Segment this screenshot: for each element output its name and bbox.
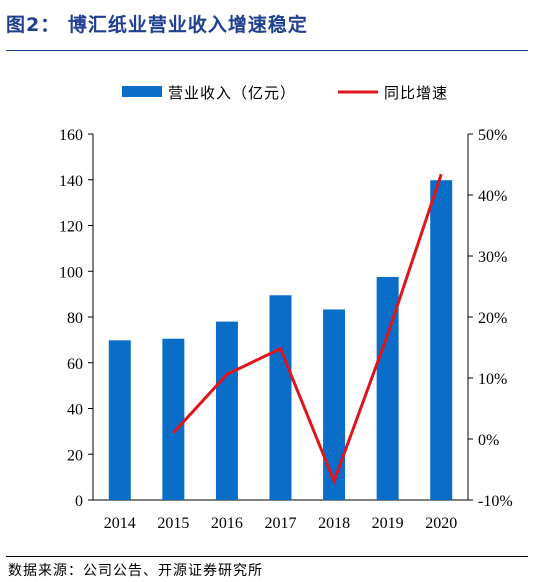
growth-line — [172, 173, 443, 486]
x-tick-label: 2014 — [104, 515, 136, 532]
footer-rule — [6, 556, 528, 557]
x-tick-label: 2016 — [211, 515, 243, 532]
x-tick-label: 2018 — [318, 515, 350, 532]
revenue-bar — [269, 295, 292, 500]
left-tick-label: 40 — [67, 402, 83, 419]
revenue-bar — [108, 340, 131, 500]
left-tick-label: 160 — [59, 127, 83, 144]
revenue-bar — [215, 321, 238, 500]
right-tick-label: -10% — [478, 493, 513, 510]
legend-line-label: 同比增速 — [384, 84, 448, 102]
legend-bar-label: 营业收入（亿元） — [168, 84, 296, 102]
left-tick-label: 20 — [67, 447, 83, 464]
left-tick-label: 140 — [59, 173, 83, 190]
left-tick-label: 80 — [67, 310, 83, 327]
left-tick-label: 0 — [75, 493, 83, 510]
legend: 营业收入（亿元） 同比增速 — [122, 84, 448, 102]
tick-labels: 0 20 40 60 80 100 120 140 160 -10% 0% 10% 20% 30% 40% 5… — [59, 127, 513, 532]
source-note: 数据来源：公司公告、开源证券研究所 — [8, 563, 263, 579]
figure-title: 图2： 博汇纸业营业收入增速稳定 — [6, 14, 308, 36]
right-tick-label: 50% — [478, 127, 507, 144]
left-tick-label: 60 — [67, 356, 83, 373]
left-tick-label: 120 — [59, 219, 83, 236]
x-tick-label: 2020 — [425, 515, 457, 532]
right-tick-label: 0% — [478, 432, 499, 449]
right-tick-label: 10% — [478, 371, 507, 388]
revenue-bar — [430, 180, 453, 500]
line-series — [172, 173, 443, 486]
chart: 营业收入（亿元） 同比增速 020406080100120140160-10%0… — [59, 84, 513, 532]
revenue-bar — [376, 276, 399, 500]
right-tick-label: 20% — [478, 310, 507, 327]
legend-bar-swatch — [122, 86, 162, 97]
bars — [108, 180, 453, 500]
axes — [88, 133, 473, 501]
title-rule — [6, 50, 528, 51]
left-tick-label: 100 — [59, 264, 83, 281]
x-tick-label: 2015 — [157, 515, 189, 532]
right-tick-label: 30% — [478, 249, 507, 266]
revenue-bar — [162, 338, 185, 500]
right-tick-label: 40% — [478, 188, 507, 205]
revenue-bar — [323, 309, 346, 500]
x-tick-label: 2017 — [265, 515, 297, 532]
x-tick-label: 2019 — [372, 515, 404, 532]
